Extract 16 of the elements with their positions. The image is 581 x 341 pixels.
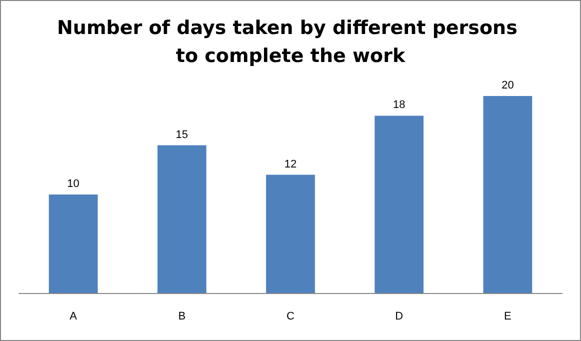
chart-title: Number of days taken by different persons to complete the work — [57, 17, 524, 67]
data-label: 15 — [176, 128, 188, 141]
bar — [483, 96, 532, 293]
bar — [266, 174, 315, 293]
x-tick-label: C — [286, 310, 295, 322]
data-label: 18 — [392, 99, 406, 112]
x-tick-label: D — [395, 310, 404, 322]
x-tick-label: E — [504, 310, 512, 322]
data-label: 10 — [67, 178, 80, 190]
data-label: 20 — [502, 80, 514, 92]
bar — [48, 194, 98, 293]
x-tick-label: A — [70, 310, 78, 322]
x-tick-label: B — [178, 310, 186, 322]
data-label: 12 — [284, 158, 297, 170]
bar — [157, 145, 206, 293]
bar — [374, 116, 424, 293]
